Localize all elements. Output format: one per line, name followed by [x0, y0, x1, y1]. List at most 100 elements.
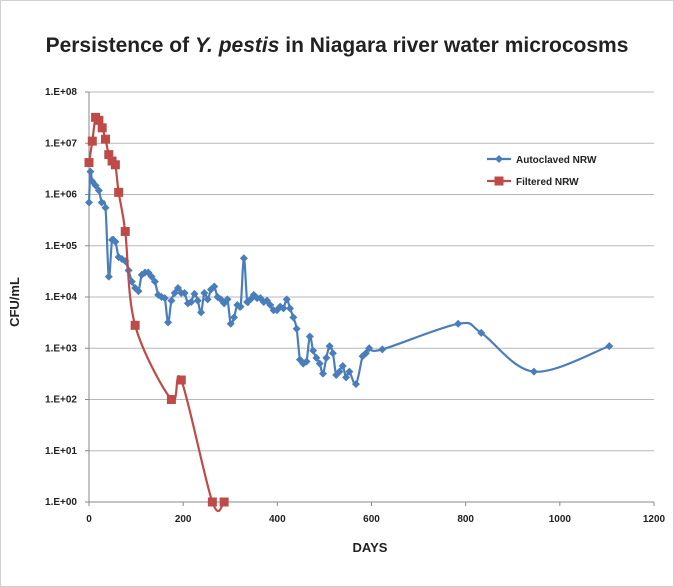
data-point-autoclaved-nrw — [338, 362, 347, 371]
data-point-autoclaved-nrw — [312, 353, 321, 362]
data-point-autoclaved-nrw — [292, 324, 301, 333]
data-point-autoclaved-nrw — [605, 342, 614, 351]
chart-title: Persistence of Y. pestis in Niagara rive… — [0, 34, 674, 58]
y-tick-label: 1.E+05 — [45, 241, 77, 252]
title-suffix: in Niagara river water microcosms — [279, 34, 629, 57]
data-point-filtered-nrw — [84, 158, 94, 168]
data-point-autoclaved-nrw — [85, 198, 93, 207]
x-axis-title: DAYS — [353, 540, 388, 555]
legend: Autoclaved NRW Filtered NRW — [487, 155, 597, 188]
y-tick-label: 1.E+03 — [45, 343, 77, 354]
legend-marker-autoclaved-nrw — [495, 155, 503, 163]
data-point-autoclaved-nrw — [239, 254, 248, 263]
x-tick-label: 600 — [363, 514, 380, 525]
data-point-autoclaved-nrw — [134, 287, 143, 296]
data-point-autoclaved-nrw — [97, 198, 106, 207]
y-tick-label: 1.E+04 — [45, 292, 77, 303]
x-tick-label: 800 — [457, 514, 474, 525]
data-point-autoclaved-nrw — [365, 344, 374, 353]
x-tick-labels: 0 200 400 600 800 1000 1200 — [86, 514, 665, 525]
data-point-autoclaved-nrw — [173, 283, 182, 292]
x-tick-label: 1200 — [643, 514, 666, 525]
data-point-filtered-nrw — [120, 226, 130, 236]
legend-marker-filtered-nrw — [494, 176, 504, 186]
data-point-filtered-nrw — [114, 187, 124, 197]
y-tick-label: 1.E+07 — [45, 138, 77, 149]
series-autoclaved-nrw — [85, 167, 614, 389]
data-point-autoclaved-nrw — [230, 313, 239, 322]
series-group — [84, 112, 614, 513]
data-point-autoclaved-nrw — [477, 328, 486, 337]
data-point-autoclaved-nrw — [351, 380, 360, 389]
data-point-autoclaved-nrw — [167, 296, 176, 305]
data-point-autoclaved-nrw — [328, 349, 337, 358]
data-point-autoclaved-nrw — [309, 346, 318, 355]
data-point-autoclaved-nrw — [279, 304, 288, 313]
data-point-autoclaved-nrw — [282, 295, 291, 304]
data-point-filtered-nrw — [87, 136, 97, 146]
data-point-autoclaved-nrw — [335, 367, 344, 376]
data-point-filtered-nrw — [100, 134, 110, 144]
data-point-autoclaved-nrw — [454, 319, 463, 328]
data-point-autoclaved-nrw — [91, 181, 100, 190]
data-point-autoclaved-nrw — [226, 319, 235, 328]
data-point-autoclaved-nrw — [361, 349, 370, 358]
data-point-autoclaved-nrw — [170, 288, 179, 297]
data-point-autoclaved-nrw — [345, 367, 354, 376]
data-point-autoclaved-nrw — [322, 353, 331, 362]
y-tick-label: 1.E+08 — [45, 87, 77, 98]
data-point-autoclaved-nrw — [111, 237, 120, 246]
x-tick-label: 0 — [86, 514, 92, 525]
data-point-filtered-nrw — [166, 395, 176, 404]
data-point-autoclaved-nrw — [94, 186, 103, 195]
data-point-autoclaved-nrw — [342, 373, 351, 382]
y-tick-label: 1.E+06 — [45, 190, 77, 201]
series-line-autoclaved-nrw — [87, 169, 610, 386]
data-point-autoclaved-nrw — [305, 332, 314, 341]
data-point-autoclaved-nrw — [104, 272, 113, 281]
x-tick-label: 200 — [175, 514, 192, 525]
data-point-autoclaved-nrw — [101, 203, 110, 212]
data-point-autoclaved-nrw — [164, 318, 173, 327]
data-point-filtered-nrw — [97, 123, 107, 133]
data-point-autoclaved-nrw — [325, 342, 334, 351]
data-point-autoclaved-nrw — [160, 294, 169, 303]
data-point-filtered-nrw — [207, 497, 217, 507]
data-point-filtered-nrw — [219, 497, 229, 507]
data-point-autoclaved-nrw — [289, 313, 298, 322]
data-point-filtered-nrw — [176, 375, 186, 385]
y-axis-title: CFU/mL — [7, 277, 22, 327]
data-point-filtered-nrw — [94, 115, 104, 125]
x-tick-label: 400 — [269, 514, 286, 525]
data-point-autoclaved-nrw — [190, 289, 199, 298]
data-point-filtered-nrw — [110, 160, 120, 170]
data-point-autoclaved-nrw — [236, 302, 245, 311]
data-point-autoclaved-nrw — [302, 357, 311, 366]
data-point-autoclaved-nrw — [187, 297, 196, 306]
data-point-autoclaved-nrw — [200, 288, 209, 297]
data-point-filtered-nrw — [104, 150, 114, 160]
data-point-autoclaved-nrw — [315, 359, 324, 368]
gridlines — [89, 91, 654, 452]
data-point-autoclaved-nrw — [150, 277, 159, 286]
y-tick-label: 1.E+01 — [45, 446, 77, 457]
data-point-autoclaved-nrw — [319, 369, 328, 378]
data-point-filtered-nrw — [130, 320, 140, 330]
data-point-autoclaved-nrw — [193, 296, 202, 305]
data-point-autoclaved-nrw — [180, 288, 189, 297]
data-point-autoclaved-nrw — [147, 272, 156, 281]
data-point-autoclaved-nrw — [86, 167, 95, 176]
title-prefix: Persistence of — [45, 34, 195, 57]
y-tick-labels: 1.E+00 1.E+01 1.E+02 1.E+03 1.E+04 1.E+05 1.E+… — [45, 87, 77, 508]
data-point-autoclaved-nrw — [210, 282, 219, 291]
legend-label-autoclaved-nrw: Autoclaved NRW — [516, 155, 597, 166]
data-point-autoclaved-nrw — [378, 345, 387, 354]
legend-label-filtered-nrw: Filtered NRW — [516, 177, 579, 188]
data-point-autoclaved-nrw — [529, 367, 538, 376]
title-species: Y. pestis — [194, 34, 280, 57]
data-point-autoclaved-nrw — [203, 295, 212, 304]
series-filtered-nrw — [84, 112, 229, 513]
x-tick-label: 1000 — [549, 514, 572, 525]
